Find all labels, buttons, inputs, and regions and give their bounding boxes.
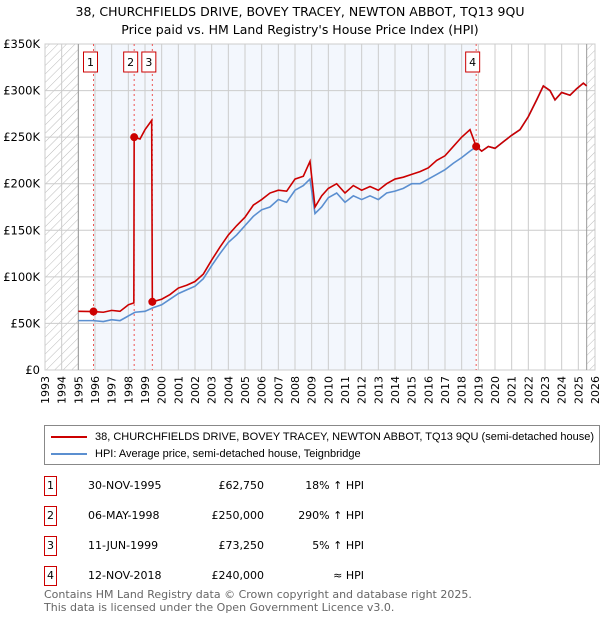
y-tick-label: £200K	[3, 177, 40, 191]
sale-label-1: 1	[87, 56, 94, 69]
x-tick-label: 2010	[322, 376, 335, 404]
x-tick-label: 2023	[539, 376, 552, 404]
chart-subtitle: Price paid vs. HM Land Registry's House …	[121, 22, 479, 37]
x-tick-label: 2006	[256, 376, 269, 404]
sale-label-box-3	[141, 51, 157, 73]
legend-property: 38, CHURCHFIELDS DRIVE, BOVEY TRACEY, NE…	[95, 431, 595, 443]
y-tick-label: £250K	[3, 130, 40, 144]
y-tick-label: £300K	[3, 84, 40, 98]
sale-row: 4 12-NOV-2018 £240,000 ≈ HPI	[44, 566, 444, 586]
x-tick-label: 2001	[172, 376, 185, 404]
sale-label-box-1	[83, 51, 98, 73]
legend: 38, CHURCHFIELDS DRIVE, BOVEY TRACEY, NE…	[44, 425, 600, 465]
sale-row: 3 11-JUN-1999 £73,250 5% ↑ HPI	[44, 536, 444, 556]
x-tick-label: 2004	[222, 376, 235, 404]
sale-price: £62,750	[218, 479, 265, 492]
x-tick-label: 1998	[122, 376, 135, 404]
x-tick-label: 1993	[39, 376, 52, 404]
sale-number: 3	[44, 536, 57, 556]
sale-label-box-4	[465, 51, 481, 73]
x-tick-label: 2005	[239, 376, 252, 404]
sale-number: 2	[44, 506, 57, 526]
sale-point-2	[130, 133, 139, 142]
x-tick-label: 1994	[56, 376, 69, 404]
hatch-right	[586, 44, 595, 370]
x-tick-label: 2012	[356, 376, 369, 404]
x-tick-label: 2003	[206, 376, 219, 404]
y-tick-label: £0	[25, 363, 40, 377]
x-tick-label: 2021	[506, 376, 519, 404]
chart-title: 38, CHURCHFIELDS DRIVE, BOVEY TRACEY, NE…	[75, 4, 525, 19]
x-tick-label: 2022	[522, 376, 535, 404]
x-tick-label: 2009	[306, 376, 319, 404]
ownership-shading	[93, 44, 477, 370]
x-tick-label: 2024	[556, 376, 569, 404]
x-tick-label: 1995	[72, 376, 85, 404]
sale-date: 06-MAY-1998	[88, 509, 160, 522]
footer: Contains HM Land Registry data © Crown c…	[44, 588, 472, 614]
x-tick-label: 2025	[572, 376, 585, 404]
sale-vs-hpi: 290% ↑ HPI	[298, 509, 364, 522]
sale-price: £240,000	[211, 569, 265, 582]
sale-date: 12-NOV-2018	[88, 569, 162, 582]
footer-line2: This data is licensed under the Open Gov…	[44, 601, 395, 614]
footer-line1: Contains HM Land Registry data © Crown c…	[44, 588, 472, 601]
sale-number: 4	[44, 566, 57, 586]
y-tick-label: £100K	[3, 270, 40, 284]
x-tick-label: 2018	[456, 376, 469, 404]
sale-label-box-2	[123, 51, 139, 73]
x-tick-label: 2011	[339, 376, 352, 404]
x-tick-label: 2014	[389, 376, 402, 404]
x-tick-label: 2007	[272, 376, 285, 404]
sale-vs-hpi: 5% ↑ HPI	[312, 539, 364, 552]
sale-point-4	[472, 142, 481, 151]
x-tick-label: 2020	[489, 376, 502, 404]
x-tick-label: 2013	[372, 376, 385, 404]
y-tick-label: £50K	[11, 316, 41, 330]
y-tick-label: £350K	[3, 37, 40, 51]
sale-date: 30-NOV-1995	[88, 479, 162, 492]
x-tick-label: 2000	[156, 376, 169, 404]
sale-vs-hpi: ≈ HPI	[333, 569, 364, 582]
legend-red-line	[51, 436, 87, 438]
x-tick-label: 1999	[139, 376, 152, 404]
sale-price: £73,250	[218, 539, 265, 552]
sale-row: 1 30-NOV-1995 £62,750 18% ↑ HPI	[44, 476, 444, 496]
plot-area: 1993 1994 1995 1996 1997 1998 1999 2000 2001 2002…	[3, 37, 600, 404]
legend-blue-line	[51, 453, 87, 455]
x-tick-label: 1996	[89, 376, 102, 404]
sale-number: 1	[44, 476, 57, 496]
legend-hpi: HPI: Average price, semi-detached house,…	[95, 448, 361, 460]
sale-point-3	[148, 297, 157, 306]
y-tick-label: £150K	[3, 223, 40, 237]
x-tick-label: 2008	[289, 376, 302, 404]
sale-label-2: 2	[127, 56, 134, 69]
x-tick-label: 2016	[422, 376, 435, 404]
x-tick-label: 2015	[406, 376, 419, 404]
sale-date: 11-JUN-1999	[88, 539, 159, 552]
x-tick-label: 2019	[472, 376, 485, 404]
sale-label-3: 3	[145, 56, 152, 69]
x-tick-label: 2026	[589, 376, 600, 404]
x-tick-label: 1997	[106, 376, 119, 404]
sale-point-1	[89, 307, 98, 316]
x-tick-label: 2017	[439, 376, 452, 404]
x-tick-label: 2002	[189, 376, 202, 404]
sale-label-4: 4	[469, 56, 476, 69]
sale-row: 2 06-MAY-1998 £250,000 290% ↑ HPI	[44, 506, 444, 526]
sale-vs-hpi: 18% ↑ HPI	[305, 479, 364, 492]
sale-price: £250,000	[211, 509, 265, 522]
